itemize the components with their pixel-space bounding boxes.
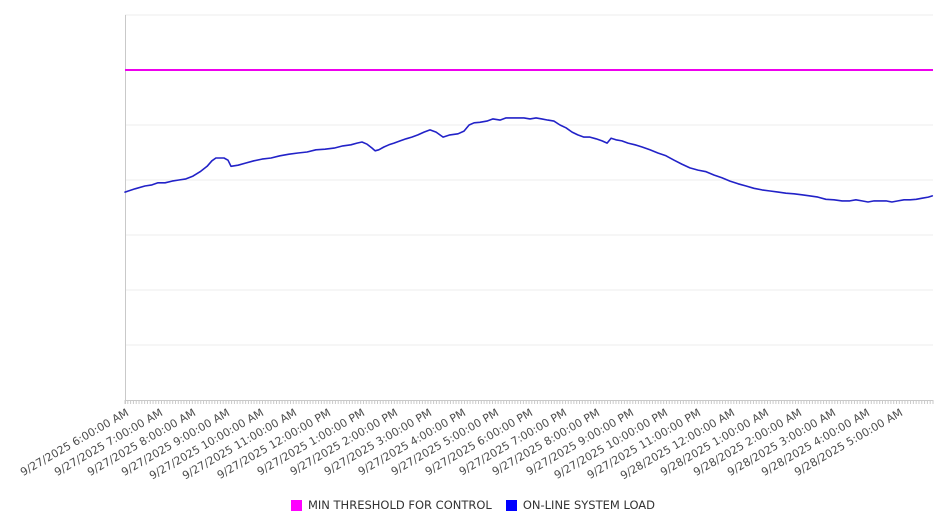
legend-swatch-icon [505,499,517,511]
legend-item-min-threshold[interactable]: MIN THRESHOLD FOR CONTROL [290,498,492,512]
x-axis-minor-ticks [124,400,934,404]
legend-swatch-icon [290,499,302,511]
system-load-line [124,117,934,203]
legend-label: MIN THRESHOLD FOR CONTROL [307,498,492,512]
legend-item-system-load[interactable]: ON-LINE SYSTEM LOAD [505,498,656,512]
chart-legend: MIN THRESHOLD FOR CONTROL ON-LINE SYSTEM … [0,498,946,512]
legend-label: ON-LINE SYSTEM LOAD [522,498,656,512]
